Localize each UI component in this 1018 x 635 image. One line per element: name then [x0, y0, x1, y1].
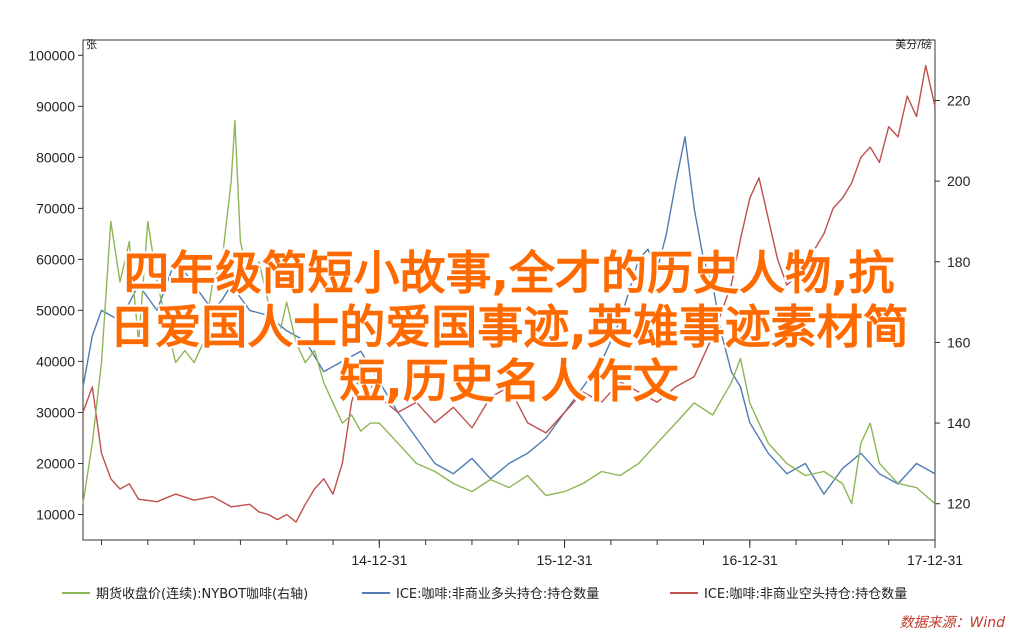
overlay-title-line-3: 短,历史名人作文	[339, 354, 679, 408]
left-tick-label: 90000	[36, 98, 75, 114]
legend-label: 期货收盘价(连续):NYBOT咖啡(右轴)	[96, 586, 308, 602]
series-line-1	[82, 119, 936, 505]
left-tick-label: 80000	[36, 149, 75, 165]
left-tick-label: 20000	[36, 455, 75, 471]
series-lines	[82, 64, 936, 523]
left-tick-label: 100000	[28, 47, 75, 63]
right-tick-label: 160	[947, 334, 971, 350]
source-note: 数据来源：Wind	[900, 615, 1006, 631]
right-tick-label: 220	[947, 92, 971, 108]
left-tick-label: 30000	[36, 404, 75, 420]
overlay-title-line-1: 四年级简短小故事,全才的历史人物,抗	[123, 246, 895, 300]
right-tick-label: 200	[947, 173, 971, 189]
axes: 100000 90000 80000 70000 60000 50000 40000 3000…	[28, 37, 970, 568]
x-tick-label: 15-12-31	[537, 552, 593, 568]
left-tick-label: 60000	[36, 251, 75, 267]
left-axis-unit: 张	[86, 38, 97, 51]
x-tick-label: 17-12-31	[907, 552, 963, 568]
right-tick-label: 180	[947, 254, 971, 270]
right-tick-label: 140	[947, 415, 971, 431]
legend: 期货收盘价(连续):NYBOT咖啡(右轴) ICE:咖啡:非商业多头持仓:持仓数量…	[62, 586, 907, 602]
right-axis-unit: 美分/磅	[895, 37, 932, 51]
legend-label: ICE:咖啡:非商业空头持仓:持仓数量	[704, 587, 907, 602]
left-tick-label: 10000	[36, 506, 75, 522]
legend-label: ICE:咖啡:非商业多头持仓:持仓数量	[396, 586, 599, 602]
plot-frame	[82, 39, 936, 541]
left-tick-label: 70000	[36, 200, 75, 216]
x-tick-label: 16-12-31	[722, 552, 778, 568]
right-tick-label: 120	[947, 496, 971, 512]
left-tick-label: 40000	[36, 353, 75, 369]
series-line-2	[82, 136, 936, 495]
x-tick-label: 14-12-31	[351, 552, 407, 568]
series-line-3	[82, 64, 936, 523]
overlay-title-line-2: 日爱国人士的爱国事迹,英雄事迹素材简	[109, 300, 909, 354]
left-tick-label: 50000	[36, 302, 75, 318]
